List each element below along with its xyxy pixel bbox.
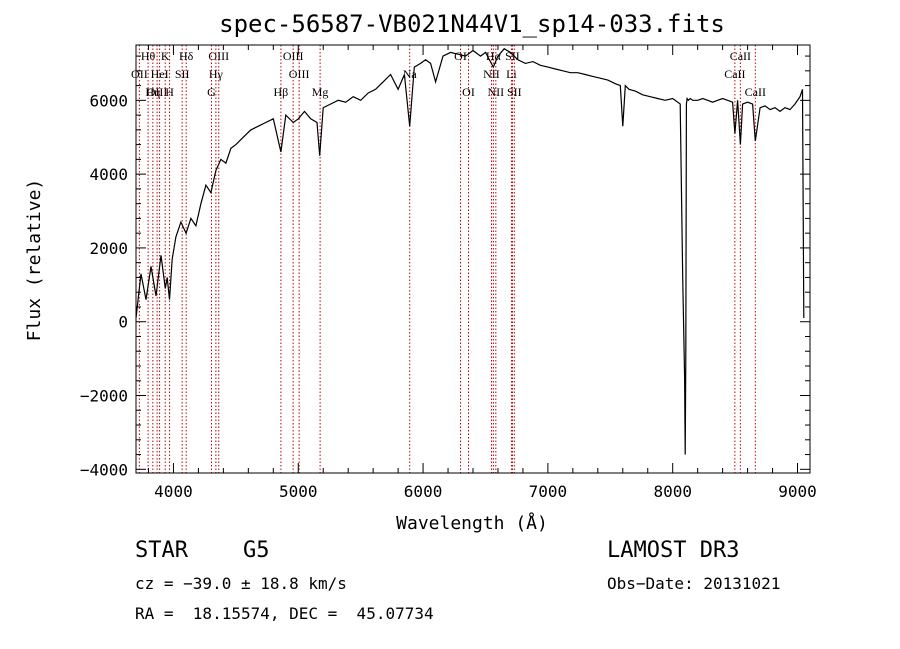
- line-marker-label: OI: [454, 49, 467, 63]
- object-subclass: G5: [243, 538, 270, 563]
- y-tick-label: 6000: [89, 91, 128, 110]
- line-marker-label: OIII: [208, 49, 229, 63]
- line-marker-label: OIII: [283, 49, 304, 63]
- line-marker-label: Mg: [312, 85, 329, 99]
- x-tick-label: 7000: [529, 482, 568, 501]
- x-tick-label: 5000: [279, 482, 318, 501]
- line-marker-label: H: [165, 85, 174, 99]
- y-tick-label: 4000: [89, 165, 128, 184]
- line-marker-label: Hα: [486, 49, 502, 63]
- y-tick-label: 0: [118, 313, 128, 332]
- line-marker-label: Hγ: [209, 67, 224, 81]
- x-tick-label: 8000: [653, 482, 692, 501]
- line-marker-label: Hθ: [141, 49, 156, 63]
- flux-series-line: [135, 47, 805, 455]
- x-tick-label: 4000: [154, 482, 193, 501]
- line-marker-label: OI: [462, 85, 475, 99]
- line-marker-label: OII: [131, 67, 148, 81]
- line-marker-label: OIII: [147, 85, 168, 99]
- y-axis-label: Flux (relative): [24, 179, 45, 342]
- object-class: STAR: [135, 538, 188, 563]
- line-marker-label: SII: [505, 49, 520, 63]
- line-marker-label: CaII: [730, 49, 751, 63]
- coordinates-text: RA = 18.15574, DEC = 45.07734: [135, 604, 434, 623]
- survey-name: LAMOST DR3: [607, 538, 740, 563]
- line-marker-label: NII: [488, 85, 505, 99]
- y-tick-label: −2000: [80, 387, 128, 406]
- x-tick-label: 6000: [404, 482, 443, 501]
- line-marker-label: NII: [483, 67, 500, 81]
- x-axis-label: Wavelength (Å): [396, 512, 548, 534]
- line-marker-label: SII: [175, 67, 190, 81]
- redshift-text: cz = −39.0 ± 18.8 km/s: [135, 574, 347, 593]
- line-marker-label: CaII: [745, 85, 766, 99]
- line-marker-label: Hη: [145, 85, 160, 99]
- line-marker-label: SII: [507, 85, 522, 99]
- line-marker-label: OIII: [289, 67, 310, 81]
- line-marker-label: CaII: [724, 67, 745, 81]
- line-marker-label: Li: [506, 67, 517, 81]
- line-marker-label: K: [161, 49, 170, 63]
- y-tick-label: −4000: [80, 460, 128, 479]
- obs-date-text: Obs−Date: 20131021: [607, 574, 781, 593]
- line-marker-label: HeI: [151, 67, 169, 81]
- line-marker-label: Hβ: [274, 85, 289, 99]
- plot-frame: [135, 44, 811, 474]
- y-tick-label: 2000: [89, 239, 128, 258]
- axes: 4000 5000 6000 7000 8000 9000 −4000 −2000 0 2000 4…: [80, 44, 817, 501]
- x-tick-label: 9000: [778, 482, 817, 501]
- line-marker-label: Hδ: [179, 49, 194, 63]
- line-marker-label: G: [207, 85, 216, 99]
- chart-title: spec-56587-VB021N44V1_sp14-033.fits: [219, 10, 725, 38]
